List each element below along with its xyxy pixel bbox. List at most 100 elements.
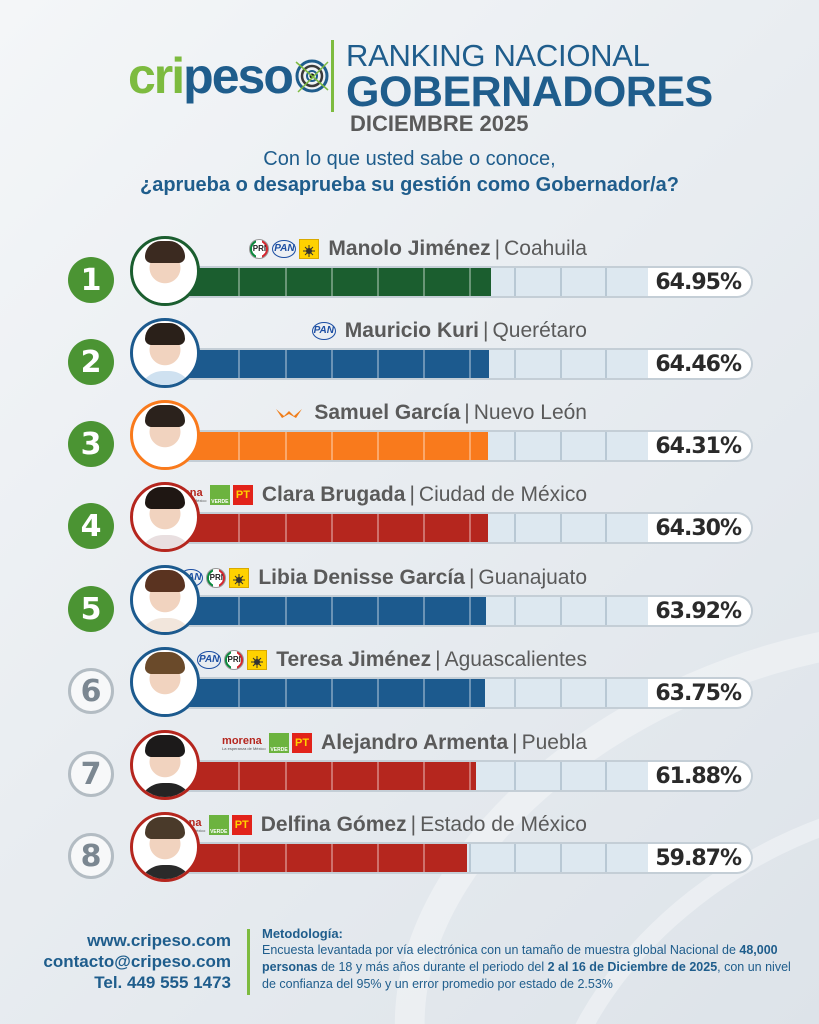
party-logos xyxy=(273,403,305,423)
email-link[interactable]: contacto@cripeso.com xyxy=(43,952,231,971)
bar-fill xyxy=(180,268,491,296)
gridline xyxy=(469,432,471,460)
ranking-row-2: 2 PAN Mauricio Kuri | Querétaro 64.46% xyxy=(0,312,819,394)
logo-text-peso: peso xyxy=(183,48,294,104)
avatar xyxy=(130,236,200,306)
bar-fill xyxy=(180,597,487,625)
pan-party-logo-icon: PAN xyxy=(272,240,297,258)
state-name: Querétaro xyxy=(492,319,587,342)
shoulders-shape xyxy=(139,618,193,632)
hair-shape xyxy=(145,487,185,509)
gridline xyxy=(605,350,607,378)
rank-badge: 8 xyxy=(68,833,114,879)
approval-value: 64.46% xyxy=(648,350,751,378)
gridline xyxy=(238,844,240,872)
separator: | xyxy=(410,813,417,836)
contact-info: www.cripeso.com contacto@cripeso.com Tel… xyxy=(43,930,231,993)
gridline xyxy=(331,514,333,542)
bar-gridlines xyxy=(180,762,650,790)
title-date: DICIEMBRE 2025 xyxy=(350,111,529,136)
target-crosshair-icon xyxy=(294,58,330,94)
governor-name: Alejandro Armenta xyxy=(321,731,509,754)
gridline xyxy=(605,762,607,790)
governor-name: Delfina Gómez xyxy=(260,813,407,836)
hair-shape xyxy=(145,323,185,345)
approval-value: 64.30% xyxy=(648,514,751,542)
gridline xyxy=(377,268,379,296)
avatar xyxy=(130,565,200,635)
state-name: Ciudad de México xyxy=(418,483,587,506)
shoulders-shape xyxy=(139,700,193,714)
gridline xyxy=(469,597,471,625)
gridline xyxy=(331,432,333,460)
gridline xyxy=(285,762,287,790)
governor-label: PAN PRI Teresa Jiménez | Aguascalientes xyxy=(197,647,587,673)
gridline xyxy=(238,679,240,707)
separator: | xyxy=(482,319,489,342)
gridline xyxy=(423,844,425,872)
gridline xyxy=(423,762,425,790)
gridline xyxy=(514,350,516,378)
governor-name: Clara Brugada xyxy=(261,483,406,506)
rank-badge: 1 xyxy=(68,257,114,303)
rank-badge: 4 xyxy=(68,503,114,549)
separator: | xyxy=(468,566,475,589)
hair-shape xyxy=(145,652,185,674)
gridline xyxy=(285,268,287,296)
phone-number: Tel. 449 555 1473 xyxy=(94,973,231,992)
pri-party-logo-icon: PRI xyxy=(249,239,270,259)
gridline xyxy=(238,514,240,542)
pri-party-logo-icon: PRI xyxy=(224,650,245,670)
gridline xyxy=(514,762,516,790)
gridline xyxy=(423,597,425,625)
hair-shape xyxy=(145,570,185,592)
question-line-1: Con lo que usted sabe o conoce, xyxy=(263,148,556,170)
approval-bar: 64.31% xyxy=(180,430,753,462)
governor-name: Libia Denisse García xyxy=(258,566,465,589)
state-name: Guanajuato xyxy=(478,566,587,589)
gridline xyxy=(514,597,516,625)
rank-badge: 2 xyxy=(68,339,114,385)
methodology-text: Encuesta levantada por vía electrónica c… xyxy=(262,943,791,991)
gridline xyxy=(285,514,287,542)
gridline xyxy=(423,514,425,542)
shoulders-shape xyxy=(139,783,193,797)
approval-value: 64.95% xyxy=(648,268,751,296)
gridline xyxy=(560,762,562,790)
approval-bar: 63.92% xyxy=(180,595,753,627)
gridline xyxy=(285,844,287,872)
shoulders-shape xyxy=(139,535,193,549)
gridline xyxy=(331,350,333,378)
ranking-row-3: 3 Samuel García | Nuevo León 64.31% xyxy=(0,394,819,476)
bar-gridlines xyxy=(180,350,650,378)
avatar xyxy=(130,318,200,388)
page-title: GOBERNADORES xyxy=(346,68,713,116)
bar-fill xyxy=(180,350,489,378)
website-link[interactable]: www.cripeso.com xyxy=(87,931,231,950)
bar-gridlines xyxy=(180,268,650,296)
gridline xyxy=(560,844,562,872)
governor-name: Teresa Jiménez xyxy=(276,648,432,671)
state-name: Nuevo León xyxy=(473,401,587,424)
separator: | xyxy=(409,483,415,506)
shoulders-shape xyxy=(139,371,193,385)
governor-name: Manolo Jiménez xyxy=(328,237,491,260)
approval-value: 63.75% xyxy=(648,679,751,707)
governor-label: PRI PAN Manolo Jiménez | Coahuila xyxy=(249,236,587,262)
approval-bar: 63.75% xyxy=(180,677,753,709)
gridline xyxy=(560,350,562,378)
hair-shape xyxy=(145,817,185,839)
shoulders-shape xyxy=(139,865,193,879)
ranking-row-1: 1 PRI PAN Manolo Jiménez | Coahuila 64.95% xyxy=(0,230,819,312)
governor-name: Mauricio Kuri xyxy=(344,319,479,342)
title-block: RANKING NACIONAL GOBERNADORES xyxy=(346,40,713,116)
gridline xyxy=(469,844,471,872)
pan-party-logo-icon: PAN xyxy=(197,651,222,669)
mc-party-logo-icon xyxy=(273,403,305,423)
approval-bar: 64.46% xyxy=(180,348,753,380)
gridline xyxy=(423,268,425,296)
